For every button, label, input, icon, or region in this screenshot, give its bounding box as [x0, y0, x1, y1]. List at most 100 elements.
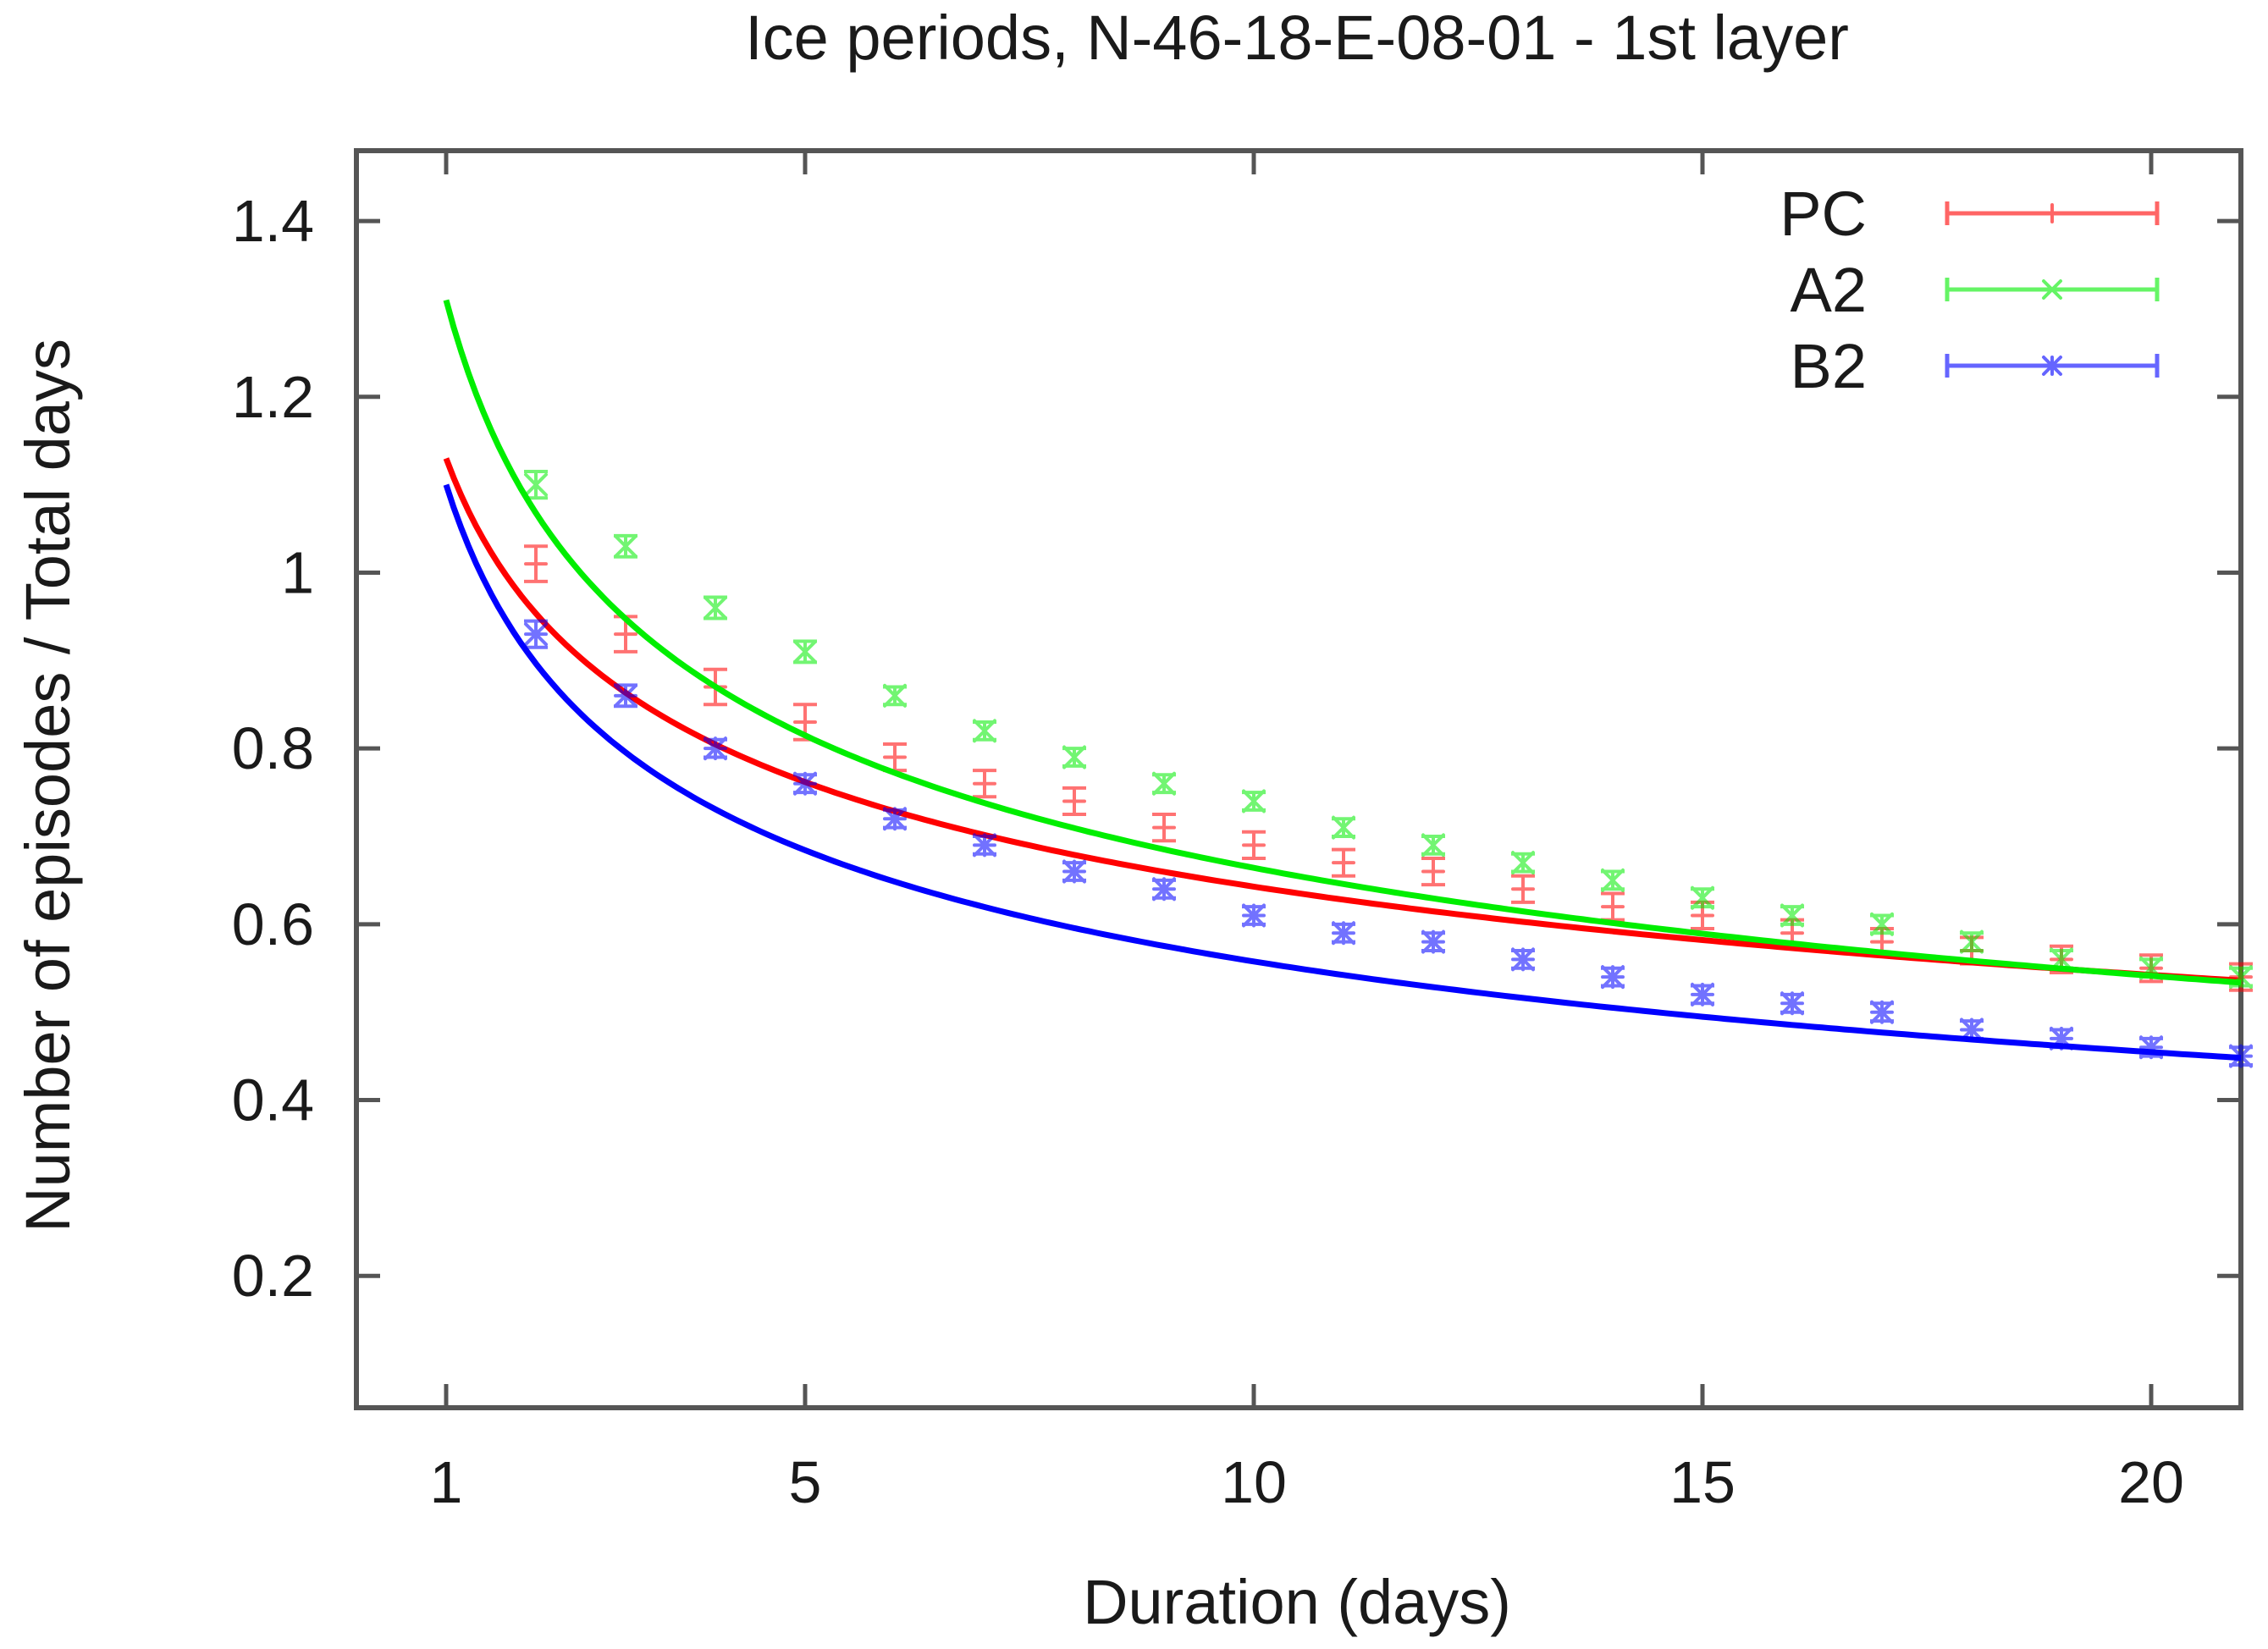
y-tick-label: 0.6 — [232, 891, 314, 957]
point-marker — [1152, 771, 1176, 796]
data-point — [1152, 813, 1176, 843]
data-point — [704, 595, 727, 620]
legend-item-pc: PC — [1780, 179, 2160, 249]
data-point — [1421, 929, 1445, 954]
point-marker — [1870, 912, 1894, 936]
point-marker — [524, 622, 548, 647]
legend-label: A2 — [1790, 255, 1867, 325]
legend-swatch — [1945, 278, 2160, 301]
data-point — [1062, 859, 1086, 884]
point-marker — [883, 683, 907, 708]
data-point — [883, 742, 907, 773]
data-point — [1511, 947, 1535, 972]
data-point — [524, 544, 548, 583]
point-marker — [793, 771, 817, 796]
point-marker — [1601, 895, 1625, 919]
data-point — [1601, 965, 1625, 990]
point-marker — [1511, 877, 1535, 902]
data-point — [1332, 847, 1355, 878]
data-point — [1511, 851, 1535, 875]
data-point — [1242, 789, 1266, 813]
x-tick-label: 5 — [789, 1449, 822, 1515]
point-marker — [1421, 929, 1445, 954]
point-marker — [883, 745, 907, 769]
point-marker — [1421, 859, 1445, 884]
y-tick-label: 1.2 — [232, 364, 314, 430]
point-marker — [1960, 929, 1984, 954]
data-point — [614, 683, 637, 709]
point-marker — [1780, 921, 1804, 946]
point-marker — [1242, 789, 1266, 813]
point-marker — [1691, 903, 1714, 928]
data-point — [1242, 830, 1266, 860]
data-point — [793, 639, 817, 665]
data-point — [1601, 868, 1625, 892]
data-point — [1332, 815, 1355, 840]
data-point — [704, 736, 727, 761]
y-axis-label: Number of episodes / Total days — [13, 339, 83, 1233]
data-point — [1511, 874, 1535, 904]
point-marker — [704, 736, 727, 761]
point-marker — [1152, 815, 1176, 840]
axes: 0.20.40.60.811.21.41 5 10 15 20 — [232, 148, 2243, 1515]
point-marker — [524, 552, 548, 576]
plot-frame — [354, 148, 2243, 1410]
legend-item-b2: B2 — [1790, 331, 2160, 401]
point-marker — [1870, 1000, 1894, 1024]
data-point — [2139, 956, 2163, 980]
series-a2 — [443, 299, 2253, 990]
fit-line-b2 — [443, 483, 2242, 1062]
data-point — [1960, 929, 1984, 954]
point-marker — [1601, 965, 1625, 990]
point-marker — [1242, 833, 1266, 858]
point-marker — [614, 534, 637, 559]
point-marker — [1780, 903, 1804, 928]
chart-title: Ice periods, N-46-18-E-08-01 - 1st layer — [745, 3, 1849, 73]
y-tick-label: 1.4 — [232, 188, 314, 254]
fit-line-a2 — [443, 299, 2242, 986]
legend-label: PC — [1780, 179, 1867, 249]
data-point — [2229, 965, 2253, 990]
point-marker — [793, 710, 817, 734]
series-b2 — [443, 483, 2253, 1068]
data-point — [1780, 991, 1804, 1016]
x-tick-label: 15 — [1669, 1449, 1735, 1515]
point-marker — [883, 807, 907, 831]
point-marker — [973, 719, 996, 743]
fit-line-pc — [443, 457, 2242, 984]
legend-label: B2 — [1790, 331, 1867, 401]
legend-marker — [2042, 279, 2062, 300]
x-axis-label: Duration (days) — [1083, 1567, 1511, 1637]
data-point — [614, 533, 637, 559]
point-marker — [1601, 868, 1625, 892]
data-point — [1421, 833, 1445, 858]
data-point — [973, 833, 996, 858]
y-tick-label: 1 — [281, 539, 314, 605]
data-point — [2050, 1026, 2073, 1051]
data-point — [524, 470, 548, 500]
x-tick-label: 20 — [2118, 1449, 2184, 1515]
point-marker — [1332, 815, 1355, 840]
point-marker — [2050, 947, 2073, 972]
y-tick-label: 0.2 — [232, 1243, 314, 1309]
point-marker — [2050, 1026, 2073, 1051]
data-point — [1062, 786, 1086, 817]
point-marker — [614, 622, 637, 647]
data-point — [1332, 921, 1355, 946]
data-point — [524, 619, 548, 649]
data-point — [1062, 745, 1086, 769]
point-marker — [1960, 1018, 1984, 1042]
legend-item-a2: A2 — [1790, 255, 2160, 325]
data-point — [1152, 877, 1176, 902]
point-marker — [1511, 947, 1535, 972]
point-marker — [1691, 885, 1714, 910]
data-point — [1691, 982, 1714, 1006]
point-marker — [2139, 1035, 2163, 1060]
data-point — [793, 771, 817, 796]
point-marker — [1062, 789, 1086, 813]
y-tick-label: 0.8 — [232, 715, 314, 781]
series-pc — [443, 457, 2253, 992]
point-marker — [1421, 833, 1445, 858]
point-marker — [1332, 921, 1355, 946]
